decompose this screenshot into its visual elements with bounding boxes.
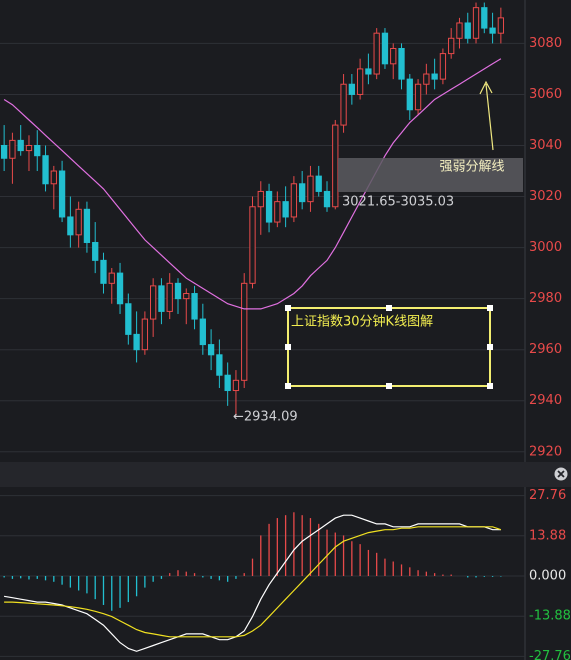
y-tick-label: 13.88 (529, 528, 566, 543)
candle-body (224, 374, 231, 392)
y-tick-label: 2940 (529, 393, 562, 408)
candle-body (232, 379, 240, 392)
candle-body (423, 73, 430, 85)
y-tick-label: 2960 (529, 342, 562, 357)
range-box (338, 158, 523, 192)
candle-body (67, 216, 74, 236)
candle-body (257, 190, 264, 208)
candle-body (199, 318, 206, 346)
y-tick-label: 3020 (529, 189, 562, 204)
annotation: 上证指数30分钟K线图解 (291, 314, 433, 330)
candle-body (191, 293, 198, 320)
candle-body (42, 155, 49, 185)
handles (285, 305, 493, 389)
candle-body (481, 7, 488, 29)
candle-body (315, 175, 322, 192)
candle-body (265, 190, 273, 223)
arrow (479, 80, 494, 151)
y-tick-label: 3000 (529, 240, 562, 255)
candle-body (17, 139, 24, 152)
y-tick-label: 3040 (529, 138, 562, 153)
annotation: 3021.65-3035.03 (342, 195, 454, 210)
line (4, 514, 501, 652)
candle-body (207, 344, 215, 356)
candle-body (398, 47, 405, 80)
candle-body (282, 201, 289, 218)
candle-body (489, 27, 496, 34)
candle-body (390, 47, 397, 65)
candle-body (166, 282, 173, 312)
line (4, 526, 502, 638)
annotation: ←2934.09 (233, 410, 298, 425)
candle-body (25, 144, 33, 152)
candle-body (0, 144, 8, 159)
candle-body (141, 318, 149, 351)
candle-body (365, 68, 372, 75)
candle-body (83, 208, 91, 243)
candle-body (249, 206, 256, 284)
y-tick-label: -13.88 (529, 609, 571, 624)
y-tick-label: 2980 (529, 291, 562, 306)
candle-body (241, 282, 248, 381)
candle-body (332, 124, 339, 208)
candle-body (158, 285, 165, 312)
candle-body (431, 73, 438, 80)
candle-body (58, 170, 66, 218)
y-tick-label: 2920 (529, 444, 562, 459)
candle-body (439, 53, 447, 80)
annotation: 强弱分解线 (439, 160, 504, 175)
candle-body (414, 83, 422, 111)
candle-body (381, 32, 389, 65)
candle-body (100, 259, 107, 284)
candle-body (464, 22, 471, 39)
candle-body (356, 68, 364, 95)
candle-body (216, 354, 223, 376)
candle-body (116, 272, 124, 305)
candle-body (183, 293, 190, 300)
candle-body (497, 17, 505, 34)
candle-body (50, 170, 57, 185)
candle-body (150, 285, 157, 320)
candle-body (348, 83, 355, 95)
candle-body (448, 37, 455, 55)
panel-divider (0, 462, 571, 487)
candle-body (133, 333, 140, 351)
candle-body (108, 272, 115, 284)
candle-body (406, 78, 413, 111)
y-tick-label: 3060 (529, 87, 562, 102)
candle-body (299, 183, 306, 203)
candle-body (174, 282, 182, 300)
candle-body (307, 175, 314, 203)
candle-body (290, 183, 298, 218)
candle-body (373, 32, 380, 75)
candle-body (323, 190, 331, 208)
candle-body (9, 139, 16, 159)
candle-body (34, 144, 41, 157)
y-tick-label: -27.76 (529, 649, 571, 660)
y-tick-label: 3080 (529, 36, 562, 51)
candle-body (456, 22, 463, 39)
y-tick-label: 0.000 (529, 569, 566, 584)
candle-body (472, 7, 480, 39)
y-tick-label: 27.76 (529, 488, 566, 503)
candle-body (125, 303, 132, 335)
close-icon (557, 470, 565, 478)
candle-body (92, 241, 99, 261)
line (3, 58, 502, 310)
candle-body (274, 201, 281, 223)
candle-body (340, 83, 347, 126)
candle-body (75, 208, 82, 236)
